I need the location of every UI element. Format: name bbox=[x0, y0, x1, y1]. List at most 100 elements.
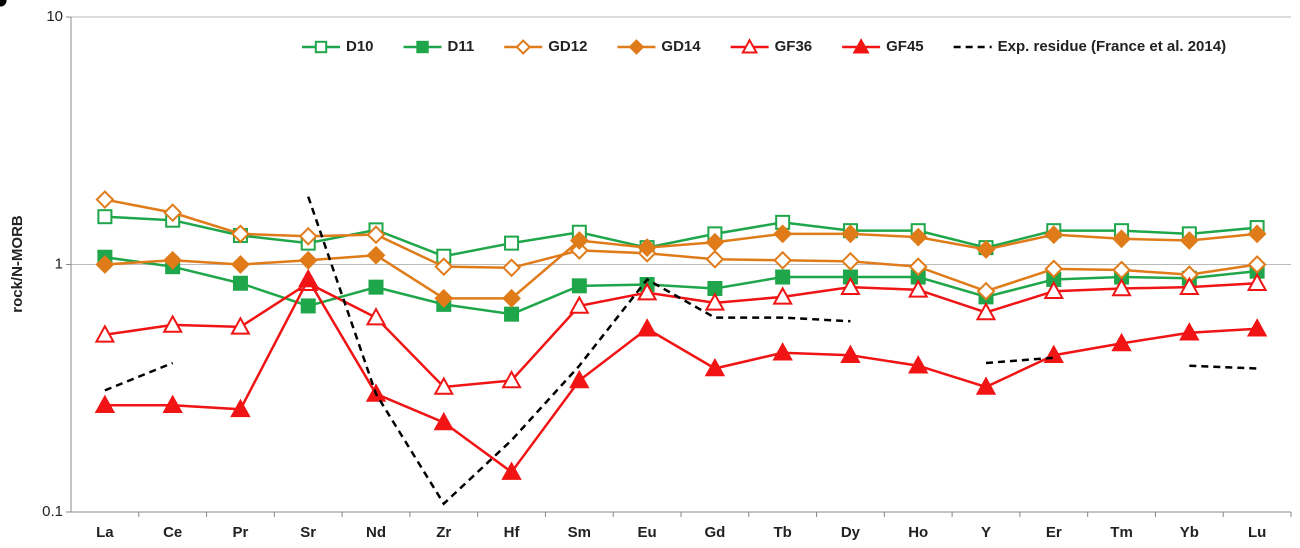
data-point bbox=[569, 295, 590, 314]
legend-label: GF45 bbox=[886, 38, 924, 55]
x-tick-label: Dy bbox=[841, 524, 861, 541]
data-point bbox=[434, 288, 454, 308]
data-point bbox=[504, 306, 520, 322]
data-point bbox=[94, 394, 116, 414]
x-tick-label: La bbox=[96, 524, 114, 541]
data-point bbox=[230, 316, 251, 335]
data-point bbox=[97, 209, 113, 225]
data-point bbox=[841, 251, 860, 271]
y-tick-label: 1 bbox=[55, 255, 63, 272]
legend-label: Exp. residue (France et al. 2014) bbox=[998, 38, 1226, 55]
data-point bbox=[908, 257, 928, 277]
data-point bbox=[300, 298, 316, 314]
data-point bbox=[163, 203, 183, 223]
data-point bbox=[501, 369, 522, 389]
series-line bbox=[104, 281, 1258, 389]
series-line bbox=[104, 196, 1258, 506]
y-tick-label: 10 bbox=[46, 8, 63, 25]
data-point bbox=[1044, 259, 1064, 279]
data-point bbox=[94, 324, 116, 343]
x-tick-label: Tm bbox=[1110, 524, 1133, 541]
series-line bbox=[104, 276, 1258, 474]
x-tick-label: Pr bbox=[233, 524, 249, 541]
data-point bbox=[704, 292, 726, 311]
data-point bbox=[571, 278, 587, 294]
data-point bbox=[1111, 332, 1132, 352]
data-point bbox=[1246, 318, 1268, 337]
legend-label: GF36 bbox=[775, 38, 813, 55]
x-tick-label: Nd bbox=[366, 524, 386, 541]
data-point bbox=[569, 241, 589, 260]
data-point bbox=[368, 279, 384, 295]
data-point bbox=[705, 232, 725, 252]
data-point bbox=[1179, 231, 1199, 250]
x-tick-label: Yb bbox=[1180, 524, 1199, 541]
data-point bbox=[95, 190, 115, 209]
y-axis-label: rock/N-MORB bbox=[9, 215, 26, 313]
x-tick-label: Sr bbox=[300, 524, 316, 541]
data-point bbox=[908, 227, 928, 247]
legend-marker bbox=[416, 40, 429, 54]
data-point bbox=[95, 255, 115, 274]
data-point bbox=[162, 314, 183, 333]
legend-marker bbox=[314, 40, 328, 54]
y-tick-label: 0.1 bbox=[42, 503, 63, 520]
data-point bbox=[1111, 277, 1132, 297]
x-tick-label: Gd bbox=[704, 524, 725, 541]
data-point bbox=[569, 231, 589, 250]
x-tick-label: Tb bbox=[774, 524, 792, 541]
series-line bbox=[104, 232, 1258, 300]
data-point bbox=[366, 225, 386, 245]
data-point bbox=[1246, 272, 1268, 292]
data-point bbox=[298, 226, 318, 246]
legend-marker bbox=[852, 38, 870, 54]
data-point bbox=[433, 376, 454, 395]
data-point bbox=[230, 398, 251, 418]
data-point bbox=[298, 250, 318, 270]
data-point bbox=[1247, 224, 1267, 244]
data-point bbox=[908, 279, 929, 298]
data-point bbox=[162, 394, 183, 414]
data-point bbox=[772, 286, 793, 305]
data-point bbox=[501, 461, 522, 480]
data-point bbox=[433, 411, 454, 431]
data-point bbox=[773, 250, 793, 270]
data-point bbox=[298, 268, 319, 288]
data-point bbox=[841, 224, 860, 244]
data-point bbox=[908, 355, 929, 374]
data-point bbox=[504, 235, 520, 251]
data-point bbox=[1179, 276, 1200, 295]
data-point bbox=[840, 276, 861, 295]
data-point bbox=[434, 257, 454, 277]
data-point bbox=[976, 240, 996, 259]
data-point bbox=[502, 258, 521, 278]
data-point bbox=[975, 376, 997, 395]
legend-label: GD14 bbox=[661, 38, 701, 55]
data-point bbox=[976, 281, 996, 301]
x-tick-label: Ce bbox=[163, 524, 182, 541]
data-point bbox=[704, 357, 726, 377]
data-point bbox=[366, 245, 386, 265]
data-point bbox=[231, 255, 250, 274]
data-point bbox=[636, 318, 658, 337]
data-point bbox=[1043, 280, 1064, 300]
data-point bbox=[773, 224, 793, 244]
data-point bbox=[1044, 225, 1064, 245]
legend-label: GD12 bbox=[548, 38, 587, 55]
data-point bbox=[232, 275, 248, 291]
x-tick-label: Ho bbox=[908, 524, 928, 541]
data-point bbox=[1112, 229, 1131, 249]
series-line bbox=[104, 215, 1258, 258]
x-tick-label: Eu bbox=[638, 524, 657, 541]
legend-marker bbox=[515, 39, 532, 55]
legend-label: D10 bbox=[346, 38, 374, 55]
legend-label: D11 bbox=[448, 38, 475, 55]
x-tick-label: Hf bbox=[504, 524, 521, 541]
x-tick-label: Sm bbox=[568, 524, 591, 541]
x-tick-label: Er bbox=[1046, 524, 1062, 541]
series-line bbox=[104, 198, 1258, 293]
data-point bbox=[231, 224, 250, 244]
data-point bbox=[163, 250, 183, 270]
data-point bbox=[840, 344, 861, 364]
